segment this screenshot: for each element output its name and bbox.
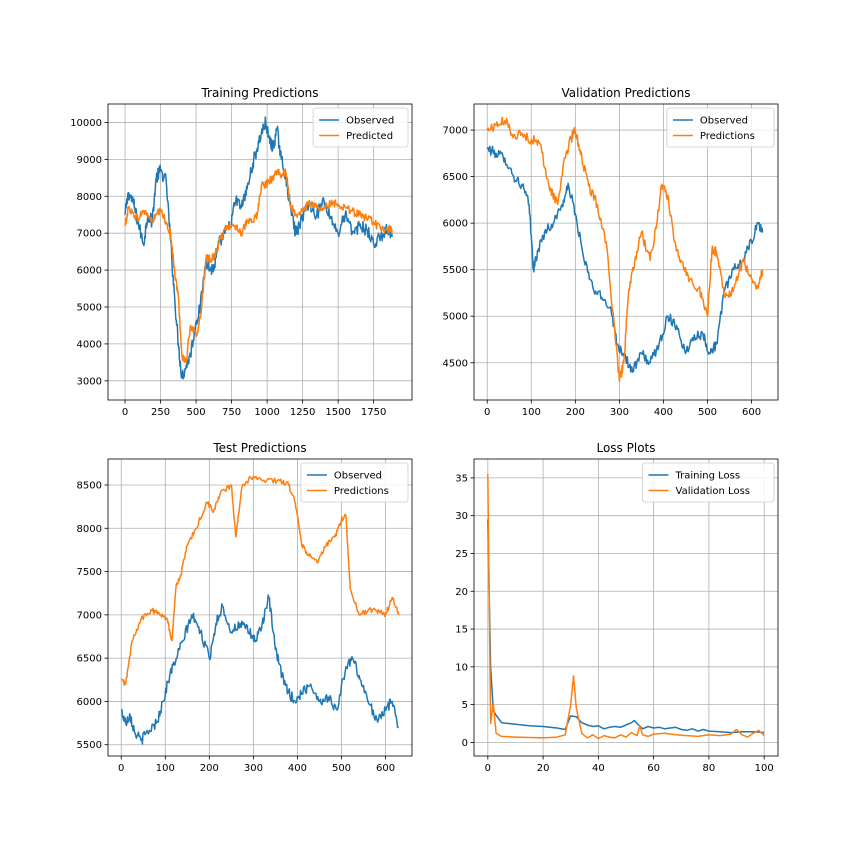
y-tick-label: 35 [455,473,468,484]
x-tick-label: 200 [566,407,585,418]
x-tick-label: 250 [151,407,170,418]
y-tick-label: 0 [462,738,468,749]
legend-box [666,107,775,148]
series-line-predictions [120,475,400,687]
y-tick-label: 10 [455,662,468,673]
axes-frame [473,103,779,401]
y-tick-label: 5500 [77,740,102,751]
x-tick-label: 750 [222,407,241,418]
legend-box [300,462,409,503]
legend: Observed Predictions [666,107,775,148]
y-tick-label: 6000 [443,219,468,230]
y-tick-label: 5000 [443,312,468,323]
y-tick-label: 25 [455,549,468,560]
x-tick-label: 400 [654,407,673,418]
x-tick-label: 0 [118,763,124,774]
legend-box [642,462,775,503]
y-tick-label: 4500 [443,358,468,369]
legend-label: Validation Loss [676,486,751,497]
y-tick-label: 5500 [443,265,468,276]
series-line-predicted [124,168,393,364]
y-tick-label: 8500 [77,480,102,491]
y-tick-label: 6500 [443,172,468,183]
chart-title: Test Predictions [212,441,306,455]
legend: Observed Predicted [312,107,409,148]
y-tick-label: 6500 [77,654,102,665]
x-tick-label: 40 [592,763,605,774]
x-tick-label: 500 [332,763,351,774]
y-tick-label: 20 [455,587,468,598]
x-tick-label: 300 [610,407,629,418]
legend-label: Predicted [346,131,393,142]
legend-label: Observed [700,116,748,127]
axes-frame [473,458,779,757]
series-line-observed [120,594,399,745]
y-tick-label: 3000 [77,376,102,387]
x-tick-label: 1750 [361,407,386,418]
x-tick-label: 600 [376,763,395,774]
legend-box [312,107,409,148]
y-tick-label: 6000 [77,697,102,708]
y-tick-label: 15 [455,625,468,636]
y-tick-label: 5 [462,700,468,711]
y-tick-label: 30 [455,511,468,522]
y-tick-label: 8000 [77,524,102,535]
x-tick-label: 300 [244,763,263,774]
x-tick-label: 100 [755,763,774,774]
x-tick-label: 20 [537,763,550,774]
x-tick-label: 200 [200,763,219,774]
x-tick-label: 1500 [325,407,350,418]
legend-label: Predictions [700,131,755,142]
x-tick-label: 0 [485,763,491,774]
x-tick-label: 500 [698,407,717,418]
series-line-observed [486,145,764,373]
series-line-observed [124,116,393,380]
x-tick-label: 400 [288,763,307,774]
y-tick-label: 7000 [443,126,468,137]
y-tick-label: 9000 [77,155,102,166]
legend-label: Observed [346,116,394,127]
chart-title: Validation Predictions [562,86,691,100]
legend-label: Observed [334,471,382,482]
axes-frame [107,458,413,757]
x-tick-label: 100 [156,763,175,774]
y-tick-label: 8000 [77,192,102,203]
y-tick-label: 7000 [77,610,102,621]
legend-label: Predictions [334,486,389,497]
series-line-validation-loss [487,474,765,740]
chart-title: Training Predictions [200,86,318,100]
subplot-3: 0 100 200 300 400 500 600 5500 6000 6500 7000 7500 8… [77,441,413,774]
y-tick-label: 10000 [70,118,102,129]
y-tick-label: 4000 [77,339,102,350]
series-line-predictions [486,116,764,383]
y-tick-label: 7000 [77,229,102,240]
legend: Observed Predictions [300,462,409,503]
y-tick-label: 5000 [77,302,102,313]
x-tick-label: 0 [122,407,128,418]
x-tick-label: 600 [742,407,761,418]
chart-title: Loss Plots [596,441,655,455]
subplot-4: 0 20 40 60 80 100 0 5 10 15 20 25 30 35 Loss Plots Trai… [455,441,779,774]
legend-label: Training Loss [675,471,741,482]
axes-frame [107,103,413,401]
x-tick-label: 100 [522,407,541,418]
series-line-training-loss [487,519,765,734]
subplot-2: 0 100 200 300 400 500 600 4500 5000 5500 6000 6500 7… [443,86,779,418]
y-tick-label: 6000 [77,266,102,277]
legend: Training Loss Validation Loss [642,462,775,503]
y-tick-label: 7500 [77,567,102,578]
x-tick-label: 0 [484,407,490,418]
x-tick-label: 60 [647,763,660,774]
x-tick-label: 80 [703,763,716,774]
x-tick-label: 500 [187,407,206,418]
subplot-1: 0 250 500 750 1000 1250 1500 1750 3000 4000 5000 60… [70,86,413,418]
x-tick-label: 1250 [290,407,315,418]
x-tick-label: 1000 [254,407,279,418]
